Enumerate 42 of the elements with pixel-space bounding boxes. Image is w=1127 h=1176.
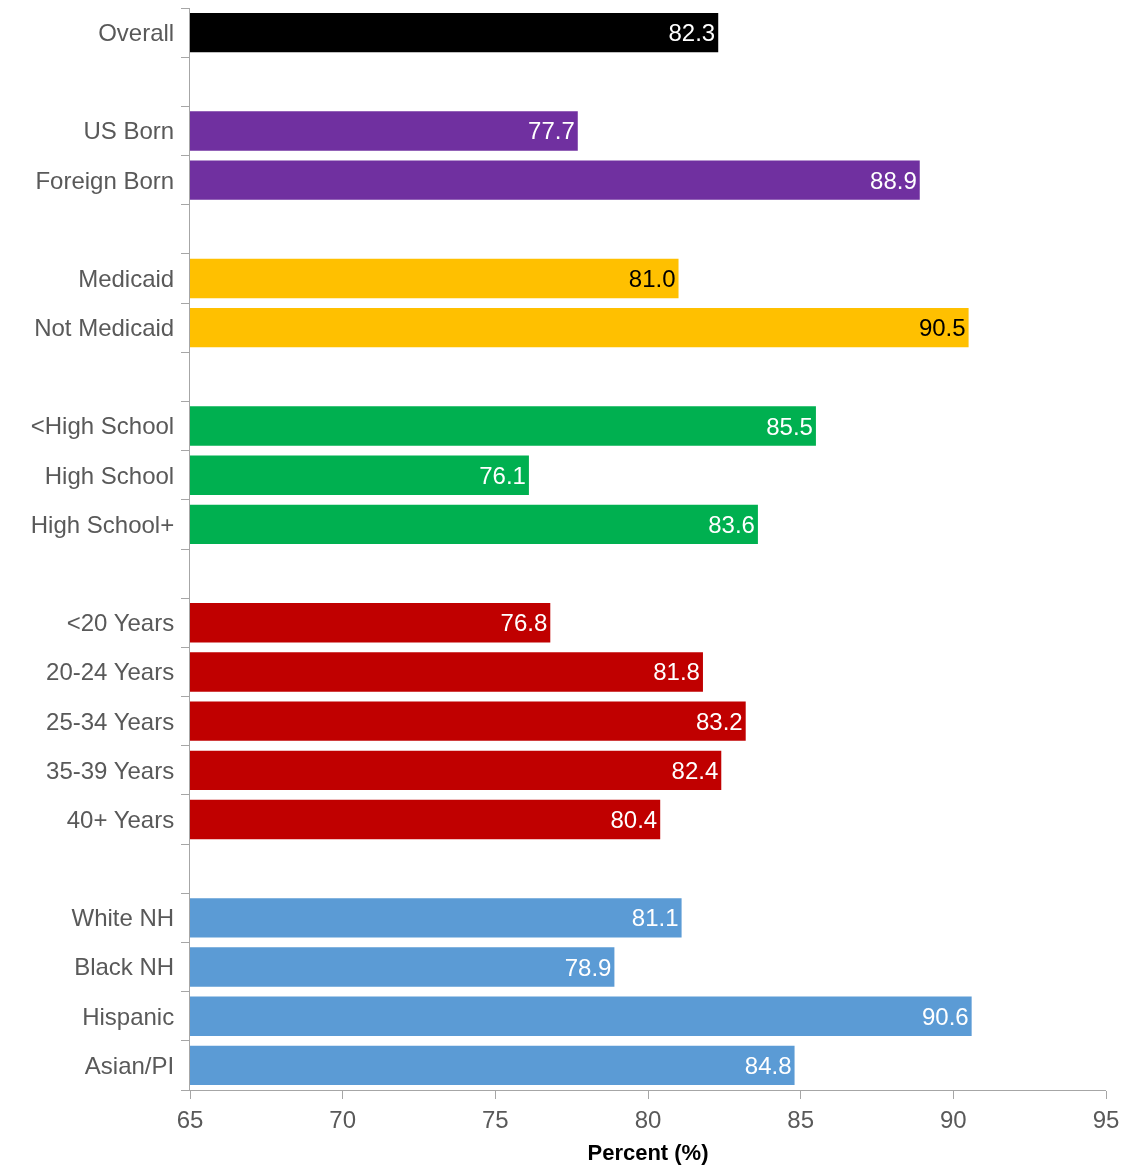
data-label: 80.4 <box>610 806 658 833</box>
data-label: 84.8 <box>744 1051 792 1079</box>
data-label: 82.4 <box>671 756 719 784</box>
y-tick-label: Overall <box>98 18 175 46</box>
x-tick-label: 90 <box>939 1105 967 1133</box>
y-tick-label: High School <box>44 461 175 489</box>
data-label: 77.7 <box>528 117 575 145</box>
data-label: 85.5 <box>766 412 813 440</box>
data-label: 90.6 <box>921 1002 969 1030</box>
y-tick-label: 40+ Years <box>66 805 175 833</box>
y-tick-label: <High School <box>30 412 175 440</box>
data-label: 76.1 <box>479 461 526 489</box>
y-tick-label: 25-34 Years <box>46 707 175 735</box>
data-label: 81.1 <box>631 904 679 932</box>
y-tick-label: <20 Years <box>66 609 175 637</box>
y-tick-label: Foreign Born <box>35 166 175 194</box>
y-tick-label: White NH <box>71 904 175 932</box>
y-tick-label: Hispanic <box>82 1002 175 1030</box>
x-axis-title: Percent (%) <box>587 1139 709 1165</box>
x-tick-label: 70 <box>329 1105 357 1133</box>
y-tick-label: Medicaid <box>78 264 175 292</box>
y-tick-label: High School+ <box>30 510 175 538</box>
x-tick-label: 65 <box>176 1105 204 1133</box>
x-tick-label: 85 <box>787 1105 815 1133</box>
y-tick-label: 20-24 Years <box>46 658 175 686</box>
x-tick-label: 75 <box>481 1105 509 1133</box>
y-tick-label: 35-39 Years <box>46 756 175 784</box>
y-tick-label: Not Medicaid <box>34 314 175 342</box>
x-tick-label: 80 <box>634 1105 662 1133</box>
data-label: 83.6 <box>708 510 755 538</box>
data-label: 82.3 <box>668 19 716 47</box>
data-label: 78.9 <box>564 953 612 981</box>
x-tick-label: 95 <box>1092 1105 1120 1133</box>
data-label: 81.0 <box>628 265 676 292</box>
data-label: 76.8 <box>500 609 548 637</box>
y-tick-label: Black NH <box>74 953 175 981</box>
data-label: 81.8 <box>653 658 700 686</box>
data-label: 88.9 <box>870 166 917 194</box>
y-tick-label: US Born <box>83 117 175 145</box>
data-label: 83.2 <box>695 707 743 735</box>
y-tick-label: Asian/PI <box>84 1051 175 1079</box>
data-label: 90.5 <box>918 314 966 342</box>
